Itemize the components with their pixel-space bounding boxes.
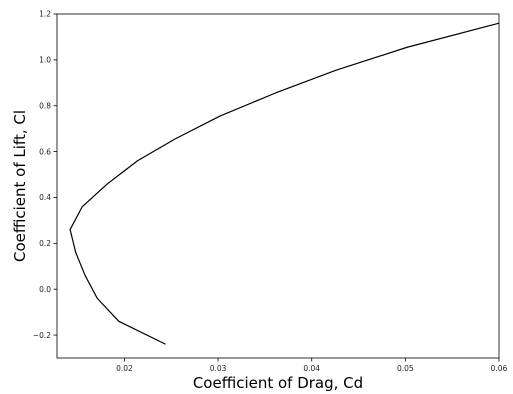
x-tick-label: 0.05 bbox=[397, 364, 414, 373]
y-tick-label: 1.2 bbox=[39, 10, 51, 19]
series-line bbox=[69, 22, 500, 345]
y-axis-title: Coefficient of Lift, Cl bbox=[11, 110, 29, 262]
x-axis-title: Coefficient of Drag, Cd bbox=[193, 374, 363, 392]
series-layer bbox=[69, 22, 500, 345]
y-tick-label: 0.6 bbox=[39, 147, 51, 156]
y-tick-label: 0.8 bbox=[39, 101, 51, 110]
x-tick-label: 0.06 bbox=[491, 364, 508, 373]
x-axis-ticks: 0.02 0.03 0.04 0.05 0.06 bbox=[116, 358, 508, 373]
plot-area bbox=[56, 13, 500, 359]
x-tick-label: 0.03 bbox=[210, 364, 227, 373]
y-tick-label: 0.2 bbox=[39, 239, 51, 248]
plot-frame bbox=[56, 13, 500, 359]
x-tick-label: 0.02 bbox=[116, 364, 133, 373]
y-tick-label: 0.0 bbox=[39, 285, 51, 294]
x-tick-label: 0.04 bbox=[303, 364, 320, 373]
y-tick-label: 0.4 bbox=[39, 193, 51, 202]
y-tick-label: 1.0 bbox=[39, 56, 51, 65]
y-tick-label: −0.2 bbox=[33, 331, 51, 340]
y-axis-ticks: −0.2 0.0 0.2 0.4 0.6 0.8 1.0 1.2 bbox=[33, 10, 57, 340]
